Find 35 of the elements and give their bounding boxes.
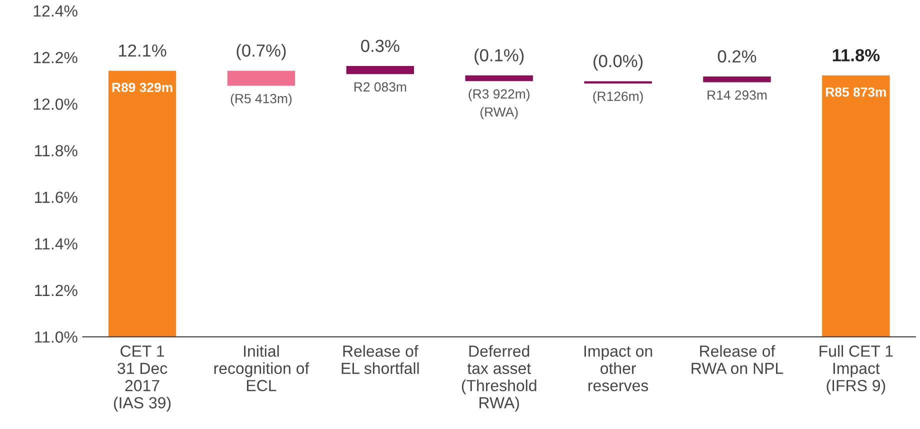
- annotation: R85 873m: [826, 87, 886, 97]
- annotation: (0.0%): [594, 54, 643, 71]
- bar: [465, 75, 533, 82]
- y-tick-label: 12.2%: [34, 52, 78, 64]
- x-tick-label: Full CET 1 Impact (IFRS 9): [820, 345, 893, 394]
- annotation: 12.1%: [118, 44, 166, 57]
- annotation: R2 083m: [354, 82, 406, 92]
- annotation: (0.1%): [474, 48, 524, 65]
- annotation: R14 293m: [708, 90, 767, 100]
- y-tick-label: 11.4%: [35, 238, 78, 250]
- annotation: (R5 413m): [230, 94, 292, 106]
- bar: [227, 70, 296, 86]
- annotation: 0.2%: [718, 50, 756, 63]
- y-tick-label: 11.0%: [35, 331, 78, 343]
- y-tick-label: 11.8%: [35, 145, 78, 156]
- annotation: (0.7%): [236, 44, 286, 60]
- annotation: (R126m): [593, 91, 643, 104]
- bar: [703, 76, 771, 82]
- bar: [822, 75, 890, 337]
- y-tick-label: 11.2%: [35, 284, 78, 296]
- y-tick-label: 12.0%: [34, 98, 78, 110]
- bar: [346, 66, 414, 74]
- annotation: 0.3%: [361, 40, 400, 52]
- x-tick-label: Release of EL shortfall: [342, 345, 419, 374]
- y-tick-label: 12.4%: [34, 5, 78, 17]
- x-tick-label: Deferred tax asset (Threshold RWA): [462, 345, 536, 412]
- y-tick-label: 11.6%: [35, 192, 78, 203]
- annotation: (R3 922m) (RWA): [468, 88, 530, 120]
- x-tick-label: CET 1 31 Dec 2017 (IAS 39): [114, 346, 171, 412]
- annotation: R89 329m: [112, 82, 172, 92]
- x-tick-label: Impact on other reserves: [584, 346, 652, 392]
- annotation: 11.8%: [832, 49, 880, 62]
- x-tick-label: Initial recognition of ECL: [214, 345, 310, 392]
- bar: [108, 70, 176, 337]
- x-tick-label: Release of RWA on NPL: [692, 345, 784, 374]
